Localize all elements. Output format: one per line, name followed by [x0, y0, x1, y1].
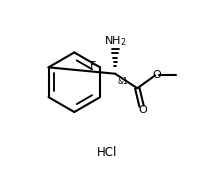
Text: O: O: [152, 70, 161, 80]
Text: &1: &1: [118, 77, 129, 86]
Text: O: O: [138, 105, 147, 115]
Text: NH$_2$: NH$_2$: [104, 34, 126, 48]
Text: F: F: [90, 61, 96, 71]
Text: HCl: HCl: [97, 145, 118, 158]
